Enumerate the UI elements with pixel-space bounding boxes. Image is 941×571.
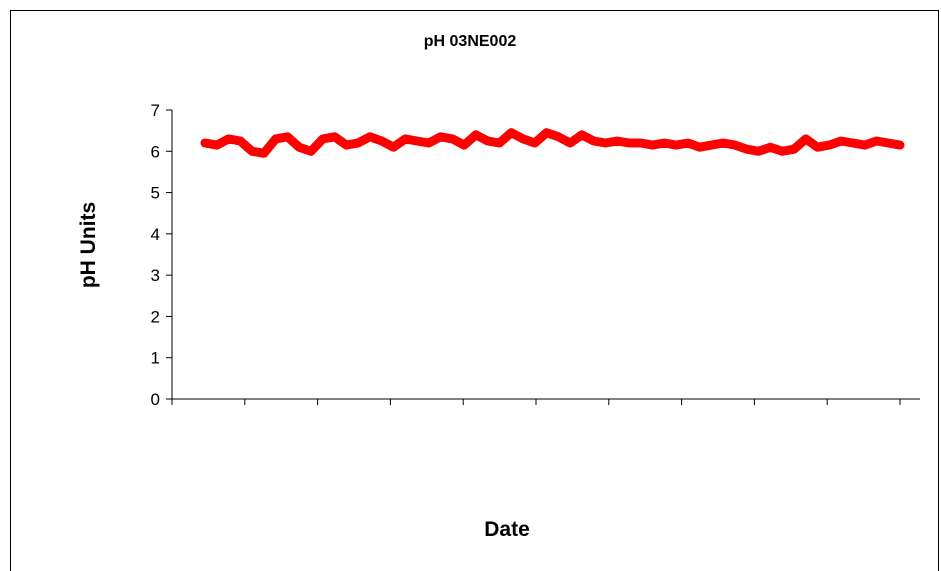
y-tick-label: 0 [151,390,160,409]
y-tick-label: 2 [151,307,160,326]
y-tick-label: 6 [151,142,160,161]
y-tick-label: 5 [151,184,160,203]
y-tick-label: 7 [151,101,160,120]
series-line [200,128,905,158]
y-tick-label: 1 [151,349,160,368]
chart-title: pH 03NE002 [424,33,517,50]
x-axis-label: Date [484,518,530,541]
chart-frame [10,10,939,571]
y-tick-label: 3 [151,266,160,285]
y-axis-label: pH Units [77,202,100,288]
y-tick-label: 4 [151,225,160,244]
